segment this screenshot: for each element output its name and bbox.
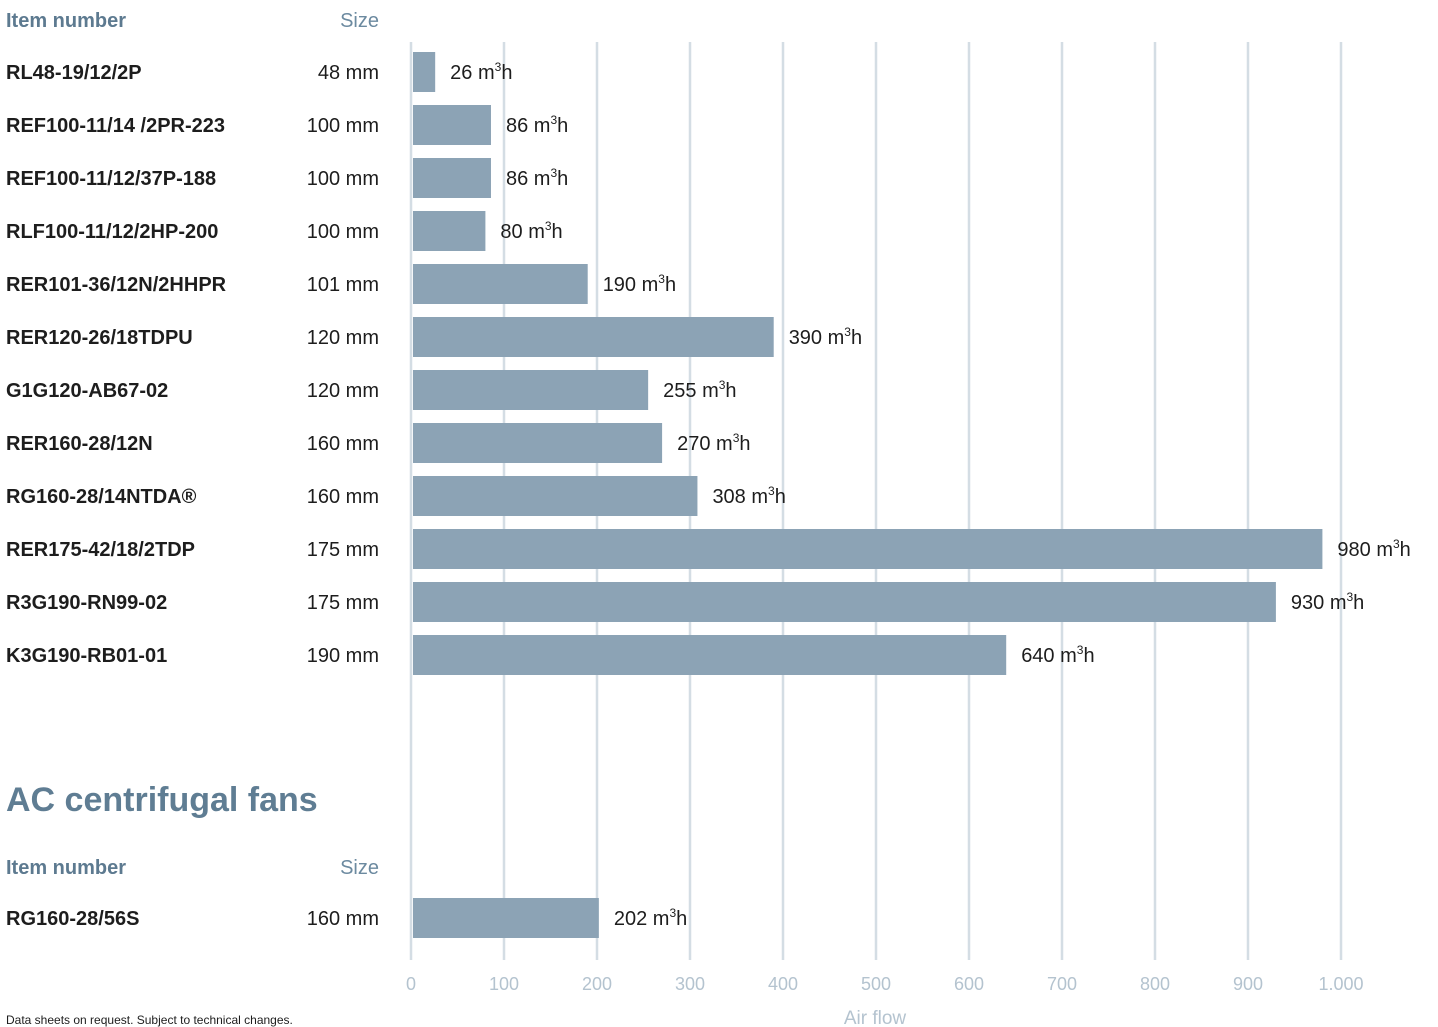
x-tick-label: 200 <box>582 974 612 994</box>
bar <box>413 529 1323 569</box>
item-number-label: RLF100-11/12/2HP-200 <box>6 221 218 243</box>
bar <box>413 52 436 92</box>
bar-value-label: 640 m3h <box>1021 643 1094 667</box>
x-tick-label: 300 <box>675 974 705 994</box>
item-number-label: RL48-19/12/2P <box>6 62 142 84</box>
size-label: 190 mm <box>307 645 379 667</box>
x-tick-label: 1.000 <box>1318 974 1363 994</box>
x-axis-ticks: 0 100 200 300 400 500 600 700 800 900 1.000 <box>406 974 1364 994</box>
bar-value-label: 270 m3h <box>677 431 750 455</box>
bar-value-label: 26 m3h <box>450 60 512 84</box>
size-label: 160 mm <box>307 486 379 508</box>
bar <box>413 635 1007 675</box>
bar-value-label: 80 m3h <box>500 219 562 243</box>
gridlines <box>409 42 1343 960</box>
size-label: 100 mm <box>307 115 379 137</box>
bar <box>413 211 486 251</box>
size-label: 175 mm <box>307 592 379 614</box>
size-label: 120 mm <box>307 380 379 402</box>
bar-value-label: 202 m3h <box>614 906 687 930</box>
column-header-item: Item number <box>6 10 126 32</box>
x-tick-label: 100 <box>489 974 519 994</box>
bar-value-label: 308 m3h <box>712 484 785 508</box>
item-number-label: G1G120-AB67-02 <box>6 380 168 402</box>
item-number-label: REF100-11/12/37P-188 <box>6 168 216 190</box>
section-title: AC centrifugal fans <box>6 781 318 819</box>
bar <box>413 476 698 516</box>
size-label: 101 mm <box>307 274 379 296</box>
x-tick-label: 900 <box>1233 974 1263 994</box>
item-number-label: K3G190-RB01-01 <box>6 645 167 667</box>
x-tick-label: 500 <box>861 974 891 994</box>
size-label: 100 mm <box>307 168 379 190</box>
bar-value-label: 930 m3h <box>1291 590 1364 614</box>
bar <box>413 582 1276 622</box>
x-tick-label: 400 <box>768 974 798 994</box>
bar <box>413 317 774 357</box>
size-label: 175 mm <box>307 539 379 561</box>
x-tick-label: 800 <box>1140 974 1170 994</box>
bar-value-label: 255 m3h <box>663 378 736 402</box>
bar <box>413 264 588 304</box>
x-tick-label: 0 <box>406 974 416 994</box>
size-label: 100 mm <box>307 221 379 243</box>
column-header-item: Item number <box>6 857 126 879</box>
bar <box>413 105 491 145</box>
item-number-label: R3G190-RN99-02 <box>6 592 167 614</box>
size-label: 48 mm <box>318 62 379 84</box>
bar <box>413 423 663 463</box>
size-label: 120 mm <box>307 327 379 349</box>
item-number-label: REF100-11/14 /2PR-223 <box>6 115 225 137</box>
size-label: 160 mm <box>307 433 379 455</box>
item-number-label: RER175-42/18/2TDP <box>6 539 195 561</box>
bar <box>413 898 599 938</box>
x-tick-label: 700 <box>1047 974 1077 994</box>
bar-value-label: 86 m3h <box>506 166 568 190</box>
bar-value-label: 86 m3h <box>506 113 568 137</box>
x-axis-title: Air flow <box>844 1008 907 1027</box>
item-number-label: RG160-28/56S <box>6 908 139 930</box>
column-header-size: Size <box>340 10 379 32</box>
bar-value-label: 190 m3h <box>603 272 676 296</box>
row-labels: Item number Size 26 m3h RL48-19/12/2P 48 mm 8… <box>6 10 1411 930</box>
item-number-label: RG160-28/14NTDA® <box>6 486 197 508</box>
bars <box>413 52 1323 938</box>
size-label: 160 mm <box>307 908 379 930</box>
column-header-size: Size <box>340 857 379 879</box>
bar-value-label: 980 m3h <box>1337 537 1410 561</box>
bar <box>413 370 649 410</box>
x-tick-label: 600 <box>954 974 984 994</box>
footnote: Data sheets on request. Subject to techn… <box>6 1013 293 1027</box>
item-number-label: RER101-36/12N/2HHPR <box>6 274 227 296</box>
bar <box>413 158 491 198</box>
item-number-label: RER120-26/18TDPU <box>6 327 193 349</box>
bar-value-label: 390 m3h <box>789 325 862 349</box>
item-number-label: RER160-28/12N <box>6 433 153 455</box>
